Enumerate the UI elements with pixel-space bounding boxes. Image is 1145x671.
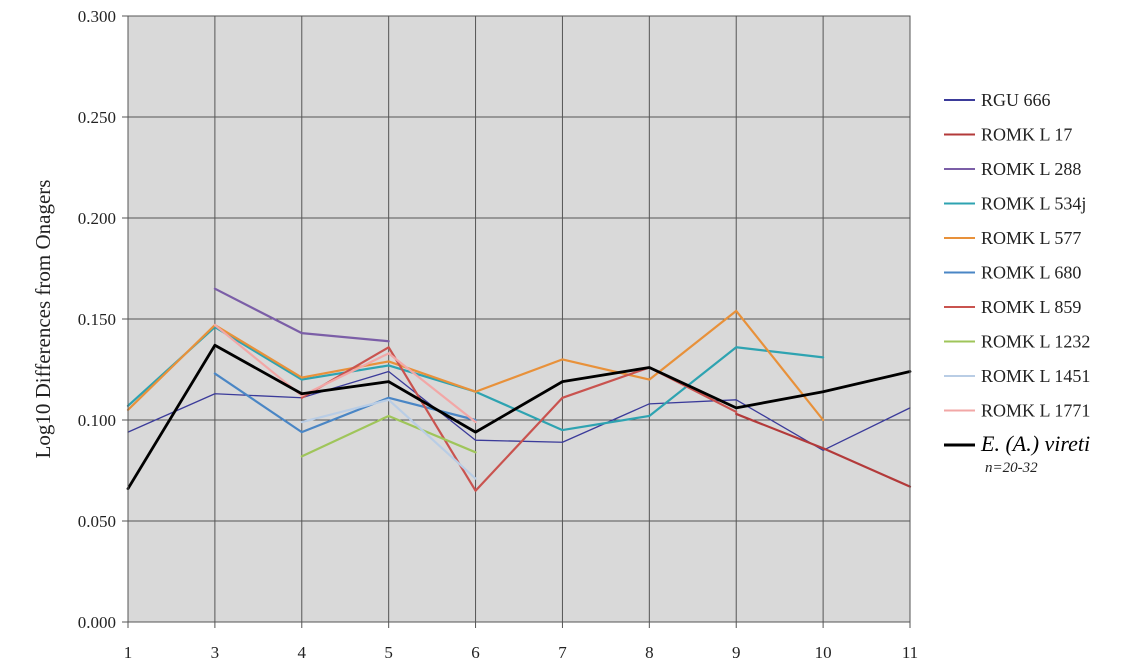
- series-line-romk-l-1451: [300, 398, 477, 480]
- legend-label-romk-l-859: ROMK L 859: [981, 297, 1081, 317]
- series-line-romk-l-680: [213, 372, 477, 434]
- legend-label-romk-l-1771: ROMK L 1771: [981, 401, 1090, 421]
- series-line-romk-l-288: [213, 287, 390, 343]
- y-axis-ticks: 0.000 0.050 0.100 0.150 0.200 0.250 0.300: [78, 7, 128, 632]
- series-line-e-a-vireti: [126, 343, 912, 491]
- x-tick-label: 5: [384, 643, 393, 662]
- y-tick-label: 0.150: [78, 310, 116, 329]
- x-tick-label: 4: [298, 643, 307, 662]
- y-tick-label: 0.000: [78, 613, 116, 632]
- legend: RGU 666 ROMK L 17 ROMK L 288 ROMK L 534j ROM…: [944, 90, 1090, 476]
- series-line-romk-l-1232: [300, 414, 477, 458]
- x-axis-ticks: 1 3 4 5 6 7 8 9 10 11: [124, 622, 918, 662]
- legend-label-rgu-666: RGU 666: [981, 90, 1051, 110]
- legend-label-romk-l-680: ROMK L 680: [981, 263, 1081, 283]
- x-tick-label: 8: [645, 643, 654, 662]
- legend-label-romk-l-288: ROMK L 288: [981, 159, 1081, 179]
- legend-label-romk-l-17: ROMK L 17: [981, 125, 1072, 145]
- x-tick-label: 1: [124, 643, 133, 662]
- legend-label-romk-l-577: ROMK L 577: [981, 228, 1081, 248]
- x-tick-label: 10: [815, 643, 832, 662]
- legend-label-romk-l-534j: ROMK L 534j: [981, 194, 1086, 214]
- series-line-romk-l-1771: [213, 323, 477, 424]
- series-line-romk-l-17: [735, 412, 912, 488]
- y-axis-title: Log10 Differences from Onagers: [31, 180, 55, 459]
- y-tick-label: 0.200: [78, 209, 116, 228]
- series-layer: [126, 287, 912, 492]
- x-tick-label: 9: [732, 643, 741, 662]
- y-tick-label: 0.300: [78, 7, 116, 26]
- legend-label-romk-l-1232: ROMK L 1232: [981, 332, 1090, 352]
- x-tick-label: 11: [902, 643, 918, 662]
- legend-label-e-a-vireti: E. (A.) vireti: [980, 431, 1090, 456]
- y-tick-label: 0.100: [78, 411, 116, 430]
- legend-label-romk-l-1451: ROMK L 1451: [981, 366, 1090, 386]
- y-tick-label: 0.250: [78, 108, 116, 127]
- x-tick-label: 3: [211, 643, 220, 662]
- series-line-romk-l-577: [126, 309, 825, 422]
- x-tick-label: 6: [471, 643, 480, 662]
- legend-note: n=20-32: [985, 460, 1038, 476]
- y-tick-label: 0.050: [78, 512, 116, 531]
- x-tick-label: 7: [558, 643, 567, 662]
- series-line-rgu-666: [127, 370, 911, 451]
